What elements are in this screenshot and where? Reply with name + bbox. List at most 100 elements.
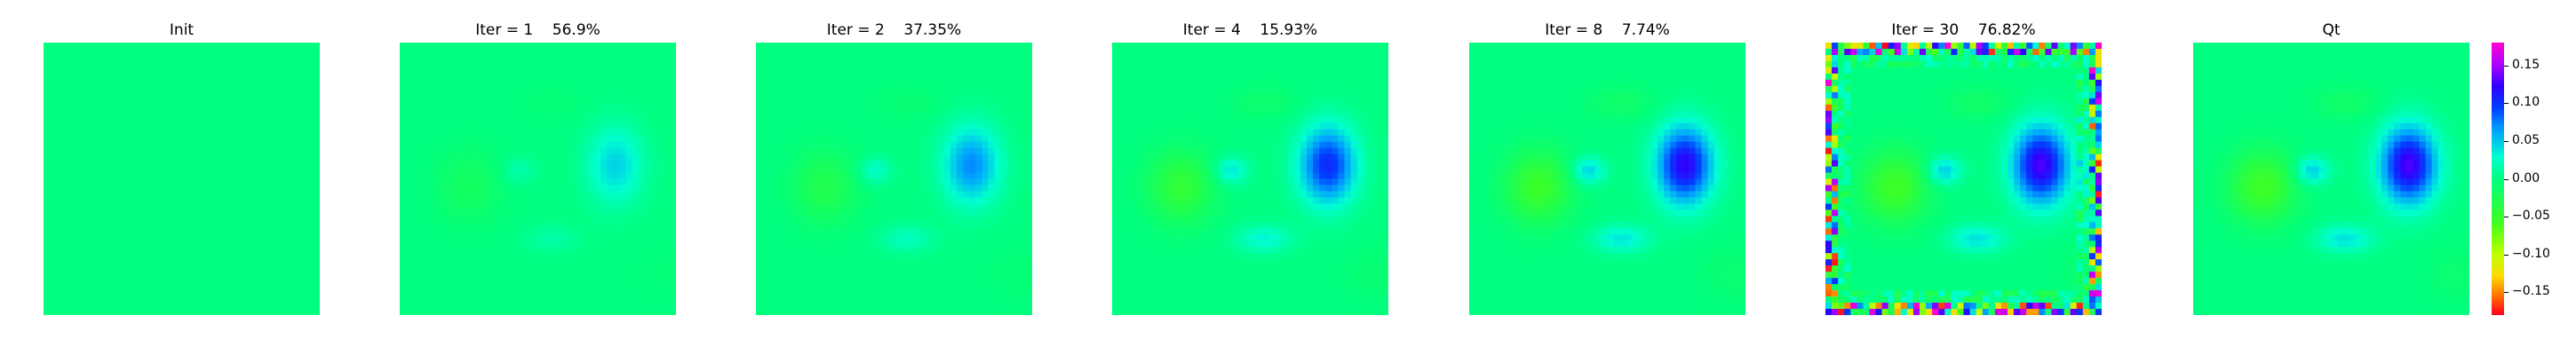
heatmap-cell (625, 222, 633, 229)
heatmap-cell (257, 122, 264, 130)
heatmap-cell (138, 122, 145, 130)
heatmap-cell (232, 129, 239, 137)
heatmap-cell (650, 147, 658, 155)
heatmap-cell (206, 166, 214, 174)
heatmap-cell (525, 303, 533, 310)
heatmap-cell (75, 241, 83, 248)
heatmap-cell (50, 247, 57, 254)
heatmap-cell (87, 60, 95, 68)
heatmap-cell (313, 191, 320, 199)
heatmap-cell (812, 141, 820, 149)
heatmap-cell (837, 85, 845, 93)
heatmap-cell (957, 73, 964, 81)
heatmap-cell (581, 197, 589, 205)
heatmap-cell (118, 197, 126, 205)
heatmap-cell (831, 110, 839, 118)
heatmap-cell (506, 141, 513, 149)
heatmap-cell (824, 54, 832, 62)
heatmap-cell (443, 73, 451, 81)
heatmap-cell (950, 85, 958, 93)
heatmap-cell (937, 147, 945, 155)
heatmap-cell (544, 43, 552, 50)
heatmap-cell (944, 48, 951, 56)
heatmap-cell (550, 203, 558, 210)
heatmap-cell (138, 79, 145, 87)
heatmap-cell (1013, 154, 1021, 162)
heatmap-cell (937, 160, 945, 168)
heatmap-cell (68, 197, 76, 205)
heatmap-cell (812, 135, 820, 143)
heatmap-cell (756, 98, 763, 106)
heatmap-cell (531, 73, 539, 81)
heatmap-cell (562, 197, 570, 205)
heatmap-cell (212, 160, 220, 168)
heatmap-cell (443, 43, 451, 50)
heatmap-cell (294, 147, 302, 155)
heatmap-cell (906, 147, 914, 155)
heatmap-cell (594, 228, 601, 235)
heatmap-cell (550, 85, 558, 93)
heatmap-cell (294, 172, 302, 180)
heatmap-cell (144, 222, 151, 229)
heatmap-cell (894, 116, 902, 124)
heatmap-cell (575, 303, 583, 310)
heatmap-cell (494, 272, 501, 279)
heatmap-cell (181, 110, 189, 118)
heatmap-cell (787, 172, 795, 180)
heatmap-cell (288, 296, 296, 304)
heatmap-cell (544, 160, 552, 168)
heatmap-cell (487, 309, 495, 315)
heatmap-cell (638, 234, 646, 241)
heatmap-cell (138, 228, 145, 235)
heatmap-cell (412, 209, 419, 217)
heatmap-cell (500, 154, 507, 162)
heatmap-cell (99, 253, 107, 260)
heatmap-cell (44, 284, 51, 291)
heatmap-cell (669, 272, 676, 279)
heatmap-cell (131, 60, 139, 68)
heatmap-cell (181, 228, 189, 235)
heatmap-cell (62, 54, 69, 62)
heatmap-cell (575, 203, 583, 210)
heatmap-cell (850, 191, 857, 199)
heatmap-cell (200, 191, 208, 199)
heatmap-cell (531, 91, 539, 99)
heatmap-cell (431, 154, 439, 162)
heatmap-cell (850, 54, 857, 62)
heatmap-cell (131, 166, 139, 174)
heatmap-cell (68, 228, 76, 235)
heatmap-cell (513, 178, 520, 186)
heatmap-cell (449, 253, 457, 260)
heatmap-cell (500, 110, 507, 118)
heatmap-cell (900, 166, 908, 174)
heatmap-cell (625, 253, 633, 260)
heatmap-cell (931, 141, 939, 149)
heatmap-cell (144, 73, 151, 81)
heatmap-cell (581, 147, 589, 155)
heatmap-cell (768, 160, 775, 168)
heatmap-cell (300, 154, 308, 162)
heatmap-cell (1006, 104, 1014, 112)
heatmap-cell (99, 234, 107, 241)
heatmap-cell (1013, 54, 1021, 62)
heatmap-cell (144, 265, 151, 272)
heatmap-cell (194, 222, 202, 229)
heatmap-cell (656, 284, 664, 291)
heatmap-cell (806, 147, 814, 155)
heatmap-cell (625, 67, 633, 75)
heatmap-cell (431, 222, 439, 229)
heatmap-cell (269, 278, 277, 285)
heatmap-cell (400, 216, 407, 223)
heatmap-cell (544, 185, 552, 193)
heatmap-cell (525, 296, 533, 304)
heatmap-cell (600, 272, 608, 279)
heatmap-cell (525, 265, 533, 272)
heatmap-cell (843, 178, 851, 186)
heatmap-cell (406, 54, 413, 62)
heatmap-cell (431, 303, 439, 310)
heatmap-cell (144, 110, 151, 118)
heatmap-cell (632, 272, 640, 279)
heatmap-cell (225, 309, 233, 315)
heatmap-cell (225, 185, 233, 193)
heatmap-cell (163, 309, 170, 315)
